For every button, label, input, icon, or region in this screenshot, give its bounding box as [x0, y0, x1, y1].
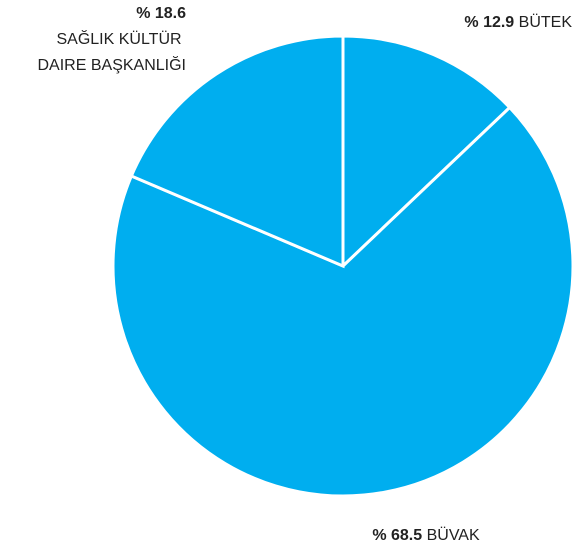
value-label: % 18.6 — [136, 5, 186, 22]
value-label: % 12.9 — [464, 14, 514, 31]
value-label: % 68.5 — [372, 527, 422, 544]
pie-slice — [111, 105, 575, 498]
slice-label: % 68.5 BÜVAK — [372, 526, 480, 544]
slice-label: % 12.9 BÜTEK — [464, 13, 572, 31]
category-label: BÜVAK — [427, 526, 480, 544]
pie-slice — [129, 34, 345, 269]
category-label: BÜTEK — [519, 13, 573, 31]
pie-slice — [341, 34, 512, 270]
category-label: SAĞLIK KÜLTÜR DAIRE BAŞKANLIĞI — [38, 29, 187, 74]
category-line: SAĞLIK KÜLTÜR — [56, 29, 186, 48]
category-line: DAIRE BAŞKANLIĞI — [38, 55, 187, 74]
